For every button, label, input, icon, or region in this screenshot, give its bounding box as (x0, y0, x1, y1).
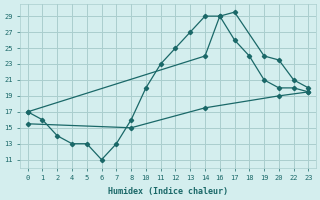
X-axis label: Humidex (Indice chaleur): Humidex (Indice chaleur) (108, 187, 228, 196)
